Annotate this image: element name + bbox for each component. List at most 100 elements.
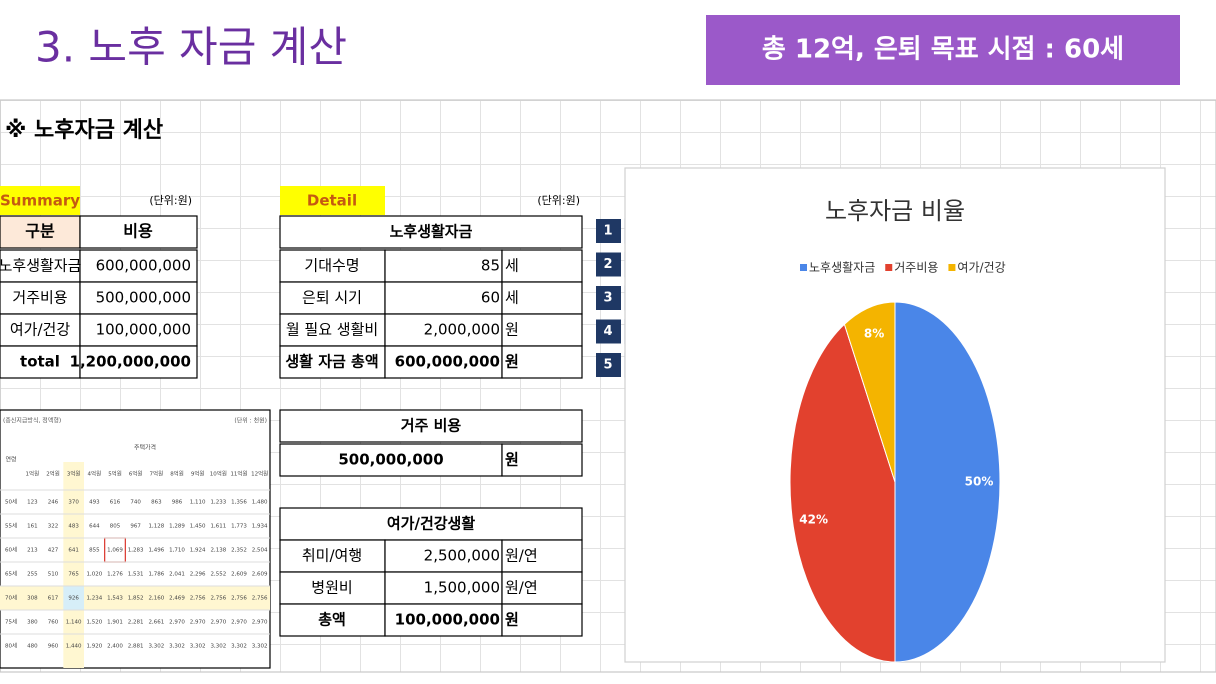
mini-cell: 380: [27, 620, 38, 626]
mini-cell: 760: [48, 620, 59, 626]
mini-cell: 483: [68, 524, 79, 530]
mini-cell: 3,302: [190, 644, 206, 650]
summary-label: Summary: [0, 192, 80, 210]
badge-text: 총 12억, 은퇴 목표 시점 : 60세: [762, 35, 1124, 65]
table-cell: [279, 443, 503, 477]
table-header: 여가/건강생활: [387, 515, 475, 533]
highlight-cell: [63, 586, 84, 610]
mini-cell: 1,440: [66, 644, 82, 650]
unit-label: (단위:원): [537, 194, 580, 207]
row-label: 생활 자금 총액: [285, 353, 378, 371]
mini-row-header: 연령: [5, 456, 16, 464]
cell-unit: 세: [505, 257, 519, 275]
mini-cell: 1,520: [86, 620, 102, 626]
slice-label: 50%: [965, 475, 994, 489]
row-label: 노후생활자금: [0, 257, 82, 275]
mini-caption: (종신지급방식, 정액형): [3, 417, 61, 425]
mini-cell: 1,611: [210, 524, 226, 530]
mini-cell: 644: [89, 524, 100, 530]
pension-number: 1: [603, 224, 612, 239]
mini-cell: 510: [48, 572, 59, 578]
table-cell: [501, 281, 583, 315]
table-cell: [79, 345, 198, 379]
row-label: total: [20, 353, 60, 371]
header-cell: [279, 507, 583, 541]
mini-cell: 427: [48, 548, 59, 554]
pie-slice: [789, 323, 896, 663]
table-cell: [384, 603, 503, 637]
mini-col-group: 주택가격: [134, 444, 156, 452]
table-cell: [384, 281, 503, 315]
mini-column: 4억원: [88, 470, 102, 478]
mini-cell: 75세: [5, 618, 17, 626]
mini-cell: 1,852: [128, 596, 144, 602]
legend-swatch: [885, 264, 893, 271]
pension-number-box: [596, 252, 621, 277]
mini-cell: 2,970: [190, 620, 206, 626]
mini-column: 10억원: [210, 470, 227, 478]
table-cell: [501, 603, 583, 637]
cell-unit: 원: [505, 321, 519, 339]
row-label: 여가/건강: [10, 321, 70, 339]
cell-value: 600,000,000: [96, 257, 191, 275]
cell-value: 2,000,000: [424, 321, 500, 339]
mini-cell: 863: [151, 500, 162, 506]
mini-cell: 1,128: [148, 524, 164, 530]
mini-cell: 926: [68, 596, 79, 602]
chart-title: 노후자금 비율: [825, 197, 965, 225]
cell-value: 2,500,000: [424, 547, 500, 565]
cell-unit: 세: [505, 289, 519, 307]
cell-value: 85: [481, 257, 500, 275]
mini-cell: 1,069: [107, 548, 123, 554]
mini-cell: 1,140: [66, 620, 82, 626]
mini-cell: 765: [68, 572, 79, 578]
table-cell: [501, 571, 583, 605]
cell-value: 60: [481, 289, 500, 307]
cell-value: 500,000,000: [96, 289, 191, 307]
mini-cell: 246: [48, 500, 59, 506]
table-cell: [79, 281, 198, 315]
pension-number-box: [596, 319, 621, 344]
mini-cell: 2,138: [210, 548, 226, 554]
legend-label: 여가/건강: [957, 261, 1005, 275]
legend-swatch: [948, 264, 956, 271]
mini-cell: 1,773: [231, 524, 247, 530]
mini-cell: 2,041: [169, 572, 185, 578]
row-label: 병원비: [311, 579, 352, 597]
cell-value: 100,000,000: [395, 611, 500, 629]
header-cell: [279, 215, 583, 249]
mini-cell: 2,352: [231, 548, 247, 554]
pension-number: 5: [603, 358, 612, 373]
mini-cell: 1,356: [231, 500, 247, 506]
pension-number-box: [596, 286, 621, 310]
table-cell: [501, 249, 583, 283]
mini-cell: 65세: [5, 570, 17, 578]
cell-value: 500,000,000: [338, 451, 443, 469]
mini-cell: 1,786: [148, 572, 164, 578]
mini-cell: 2,296: [190, 572, 206, 578]
mini-cell: 986: [172, 500, 183, 506]
cell-value: 600,000,000: [395, 353, 500, 371]
table-header: 구분: [25, 222, 55, 241]
cell-value: 100,000,000: [96, 321, 191, 339]
table-cell: [279, 249, 386, 283]
mini-cell: 2,970: [169, 620, 185, 626]
mini-cell: 805: [110, 524, 121, 530]
table-header: 비용: [123, 222, 153, 241]
mini-cell: 308: [27, 596, 38, 602]
cell-value: 1,200,000,000: [70, 353, 191, 371]
table-cell: [384, 539, 503, 573]
mini-cell: 2,281: [128, 620, 144, 626]
mini-cell: 641: [68, 548, 79, 554]
mini-column: 9억원: [191, 470, 205, 478]
mini-cell: 1,531: [128, 572, 144, 578]
mini-column: 2억원: [46, 470, 60, 478]
mini-cell: 2,756: [210, 596, 226, 602]
table-cell: [501, 345, 583, 379]
table-cell: [501, 313, 583, 347]
mini-cell: 2,552: [210, 572, 226, 578]
mini-cell: 2,970: [252, 620, 268, 626]
mini-column: 8억원: [170, 470, 184, 478]
